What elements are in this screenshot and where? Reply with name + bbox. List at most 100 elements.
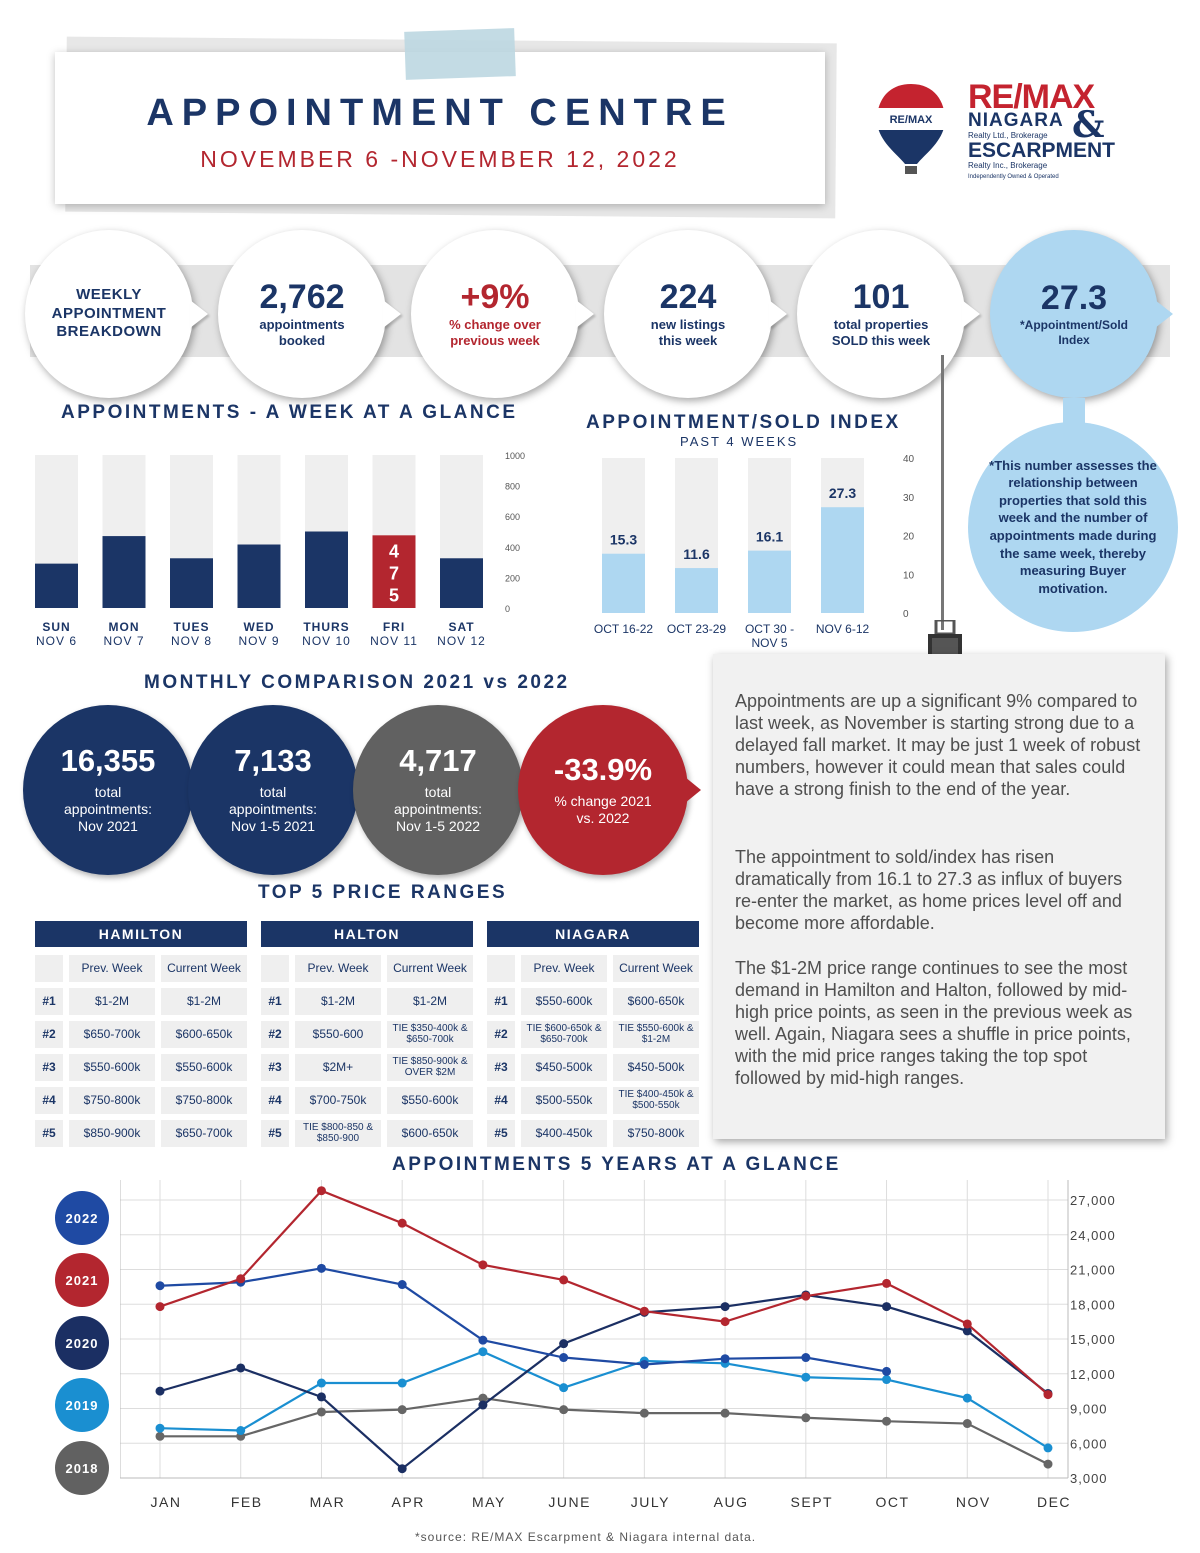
- data-point-2018: [801, 1413, 811, 1423]
- bubble-arrow: [962, 300, 980, 328]
- legend-2020: 2020: [55, 1316, 109, 1370]
- price-table-hamilton: HAMILTON Prev. Week Current Week #1 $1-2M $1-…: [35, 921, 247, 1147]
- price-table-row: #1 $1-2M $1-2M: [35, 988, 247, 1015]
- x-tick-label: NOV: [956, 1494, 991, 1510]
- prev-week-cell: $550-600: [295, 1021, 381, 1048]
- monthly-label: total appointments: Nov 1-5 2022: [394, 784, 482, 834]
- logo-brand: RE/MAX: [968, 78, 1095, 116]
- index-bubble: 27.3 *Appointment/Sold Index: [990, 230, 1158, 398]
- price-table-title: HAMILTON: [35, 921, 247, 947]
- price-table-title: HALTON: [261, 921, 473, 947]
- data-point-2022: [397, 1280, 407, 1290]
- x-tick-date: NOV 8: [171, 634, 212, 648]
- monthly-value: 16,355: [60, 743, 156, 778]
- data-point-2021: [559, 1275, 569, 1285]
- change-value: +9%: [460, 277, 530, 316]
- rank-cell: #3: [35, 1054, 63, 1081]
- y-tick-label: 800: [505, 482, 520, 492]
- data-point-2018: [155, 1431, 165, 1441]
- price-table-row: #1 $550-600k $600-650k: [487, 988, 699, 1015]
- current-week-cell: $550-600k: [387, 1087, 473, 1114]
- prev-week-cell: $1-2M: [69, 988, 155, 1015]
- x-tick-label: MAY: [472, 1494, 506, 1510]
- data-point-2019: [801, 1372, 811, 1382]
- y-tick-label: 15,000: [1070, 1332, 1116, 1347]
- balloon-logo-icon: RE/MAX: [877, 84, 945, 174]
- rank-cell: #1: [487, 988, 515, 1015]
- prev-week-header: Prev. Week: [295, 955, 381, 982]
- price-table-row: #2 TIE $600-650k & $650-700k TIE $550-600k…: [487, 1021, 699, 1048]
- booked-label: appointments booked: [259, 316, 345, 348]
- bubble-arrow: [383, 300, 401, 328]
- price-table-row: #3 $2M+ TIE $850-900k & OVER $2M: [261, 1054, 473, 1081]
- bar: [372, 535, 416, 608]
- data-point-2020: [397, 1464, 407, 1474]
- price-table-row: #1 $1-2M $1-2M: [261, 988, 473, 1015]
- price-table-row: #2 $650-700k $600-650k: [35, 1021, 247, 1048]
- prev-week-cell: $2M+: [295, 1054, 381, 1081]
- prev-week-cell: $500-550k: [521, 1087, 607, 1114]
- x-tick-date: NOV 10: [302, 634, 351, 648]
- prev-week-cell: $750-800k: [69, 1087, 155, 1114]
- booked-bubble: 2,762 appointments booked: [218, 230, 386, 398]
- x-tick-label: APR: [392, 1494, 425, 1510]
- commentary-paragraph-3: The $1-2M price range continues to see t…: [735, 958, 1133, 1088]
- data-point-2020: [316, 1392, 326, 1402]
- data-point-2018: [397, 1405, 407, 1415]
- data-point-2020: [236, 1363, 246, 1373]
- data-point-2019: [1043, 1443, 1053, 1453]
- data-point-2021: [1043, 1390, 1053, 1400]
- data-point-2022: [720, 1354, 730, 1364]
- price-ranges-heading: TOP 5 PRICE RANGES: [258, 882, 508, 903]
- data-point-2018: [316, 1407, 326, 1417]
- rank-cell: #1: [35, 988, 63, 1015]
- y-tick-label: 30: [903, 493, 915, 504]
- bar-value-label: 5: [389, 585, 399, 605]
- data-point-2020: [962, 1326, 972, 1336]
- prev-week-header: Prev. Week: [69, 955, 155, 982]
- commentary-card: [713, 654, 1165, 1139]
- sold-bubble: 101 total properties SOLD this week: [797, 230, 965, 398]
- price-table-title: NIAGARA: [487, 921, 699, 947]
- rank-header-cell: [35, 955, 63, 982]
- data-label: 16.1: [756, 529, 783, 545]
- data-label: 15.3: [610, 532, 637, 548]
- y-tick-label: 6,000: [1070, 1436, 1108, 1451]
- y-tick-label: 9,000: [1070, 1402, 1108, 1417]
- data-point-2021: [397, 1218, 407, 1228]
- data-point-2021: [478, 1260, 488, 1270]
- x-tick-label: OCT 16-22: [594, 622, 653, 636]
- y-tick-label: 18,000: [1070, 1297, 1116, 1312]
- logo-independent: Independently Owned & Operated: [968, 174, 1059, 180]
- x-tick-label: MAR: [310, 1494, 346, 1510]
- data-point-2022: [316, 1263, 326, 1273]
- sold-label: total properties SOLD this week: [831, 316, 931, 348]
- data-point-2021: [236, 1274, 246, 1284]
- prev-week-cell: $650-700k: [69, 1021, 155, 1048]
- price-table-row: #5 TIE $800-850 & $850-900 $600-650k: [261, 1120, 473, 1147]
- price-table-row: #4 $700-750k $550-600k: [261, 1087, 473, 1114]
- price-table-niagara: NIAGARA Prev. Week Current Week #1 $550-600k…: [487, 921, 699, 1147]
- monthly-heading: MONTHLY COMPARISON 2021 vs 2022: [144, 672, 570, 693]
- current-week-cell: $1-2M: [387, 988, 473, 1015]
- price-table-header-row: Prev. Week Current Week: [261, 955, 473, 982]
- data-point-2018: [478, 1393, 488, 1403]
- x-tick-date: NOV 9: [238, 634, 279, 648]
- y-tick-label: 10: [903, 570, 915, 581]
- legend-2019: 2019: [55, 1378, 109, 1432]
- data-point-2022: [478, 1335, 488, 1345]
- bar-value-label: 4: [389, 541, 399, 561]
- sold-value: 101: [852, 277, 910, 316]
- data-point-2020: [882, 1302, 892, 1312]
- x-tick-label: THURS: [303, 620, 349, 634]
- rank-cell: #4: [261, 1087, 289, 1114]
- x-tick-label: SUN: [42, 620, 70, 634]
- data-point-2019: [882, 1375, 892, 1385]
- series-line-2018: [160, 1396, 1049, 1466]
- x-tick-label: DEC: [1037, 1494, 1071, 1510]
- data-point-2020: [720, 1302, 730, 1312]
- bar: [237, 544, 281, 608]
- monthly-value: 7,133: [234, 743, 312, 778]
- price-table-row: #4 $500-550k TIE $400-450k & $500-550k: [487, 1087, 699, 1114]
